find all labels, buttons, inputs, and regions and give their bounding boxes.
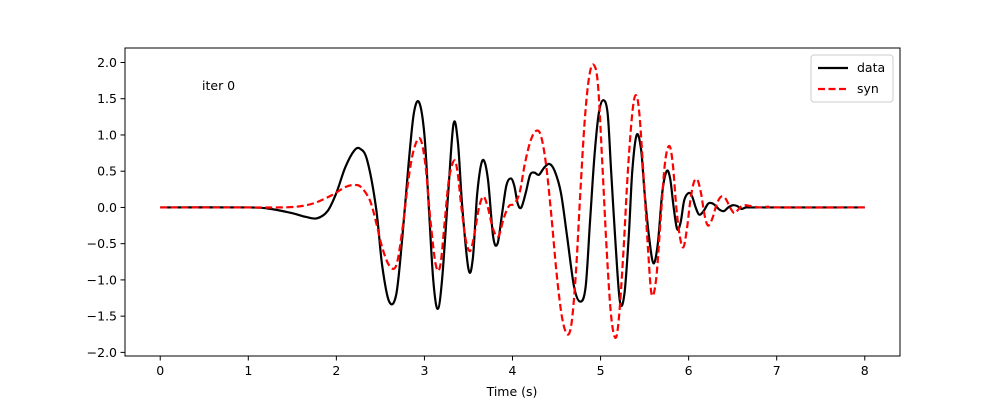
y-tick-label: 2.0 [97, 55, 117, 70]
x-tick-label: 4 [509, 363, 517, 378]
x-tick-label: 7 [773, 363, 781, 378]
y-tick-label: 1.5 [97, 91, 117, 106]
x-tick-label: 3 [420, 363, 428, 378]
legend-label-syn: syn [857, 81, 879, 96]
x-tick-label: 1 [244, 363, 252, 378]
y-tick-label: 0.0 [97, 200, 117, 215]
y-tick-label: −2.0 [87, 345, 117, 360]
x-tick-label: 6 [685, 363, 693, 378]
x-tick-label: 5 [597, 363, 605, 378]
y-tick-label: 1.0 [97, 127, 117, 142]
y-tick-label: 0.5 [97, 164, 117, 179]
legend: data syn [810, 54, 894, 103]
x-tick-label: 2 [332, 363, 340, 378]
legend-box [810, 54, 894, 103]
x-tick-label: 8 [861, 363, 869, 378]
series-line-syn [160, 63, 865, 339]
y-ticks: −2.0 −1.5 −1.0 −0.5 0.0 0.5 1.0 1.5 2.0 [87, 55, 125, 360]
x-axis-label: Time (s) [486, 384, 538, 399]
legend-label-data: data [857, 60, 885, 75]
y-tick-label: −1.0 [87, 272, 117, 287]
x-tick-label: 0 [156, 363, 164, 378]
iter-annotation: iter 0 [202, 78, 235, 93]
y-tick-label: −1.5 [87, 309, 117, 324]
x-ticks: 0 1 2 3 4 5 6 7 8 [156, 356, 869, 378]
series-layer [160, 63, 865, 339]
y-tick-label: −0.5 [87, 236, 117, 251]
